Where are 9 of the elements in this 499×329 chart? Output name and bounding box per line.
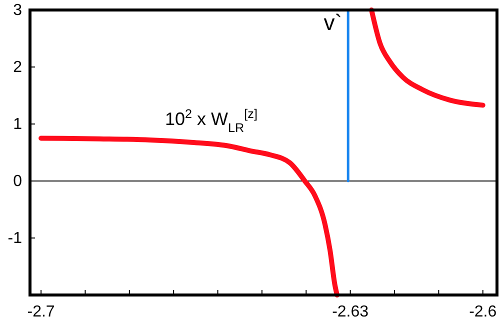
x-tick-label: -2.63 [332,303,369,320]
y-tick-label: 1 [13,116,22,134]
x-tick-label: -2.6 [469,303,497,320]
y-tick-label: 0 [13,173,22,190]
x-tick-label: -2.7 [27,303,55,320]
series-label: v` [324,10,342,35]
y-tick-label: 3 [13,2,22,20]
y-tick-label: -1 [8,230,22,248]
y-tick-label: 2 [13,59,22,76]
